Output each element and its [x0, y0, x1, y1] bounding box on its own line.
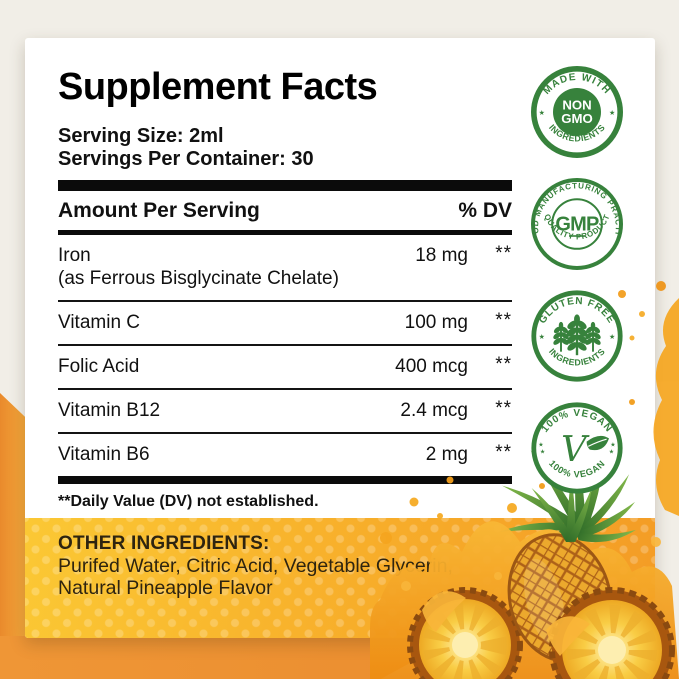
divider-medium — [58, 230, 512, 235]
nutrient-name: Vitamin C — [58, 312, 141, 333]
star-icon: ★ — [539, 332, 545, 341]
column-percent-dv: % DV — [458, 199, 512, 222]
nutrient-dv: ** — [495, 398, 512, 419]
nutrient-amount: 18 mg — [415, 245, 468, 266]
page-title: Supplement Facts — [58, 66, 378, 108]
table-header: Amount Per Serving % DV — [58, 191, 512, 230]
nutrient-row: Folic Acid 400 mcg ** — [58, 346, 512, 390]
facts-table: Supplement Facts Serving Size: 2ml Servi… — [58, 66, 512, 520]
nutrient-dv: ** — [495, 354, 512, 375]
star-icon: ★ — [609, 332, 615, 341]
serving-size: Serving Size: 2ml — [58, 125, 224, 147]
leaf-vein — [587, 438, 607, 447]
nutrient-detail: (as Ferrous Bisglycinate Chelate) — [58, 268, 339, 289]
vegan-v-glyph: V — [561, 429, 590, 470]
nutrient-dv: ** — [495, 310, 512, 331]
certification-badges: MADE WITH INGREDIENTS ★ ★ NON GMO GOOD M… — [529, 64, 625, 512]
badge-center-text: GMP — [555, 213, 599, 235]
star-icon: ★ — [609, 449, 614, 456]
badge-center-line2: GMO — [561, 111, 593, 126]
nutrient-amount: 400 mcg — [395, 356, 468, 377]
vegan-badge: 100% VEGAN 100% VEGAN ★ ★ ★ ★ V — [529, 400, 625, 496]
non-gmo-badge: MADE WITH INGREDIENTS ★ ★ NON GMO — [529, 64, 625, 160]
other-ingredients-label: OTHER INGREDIENTS: — [58, 533, 270, 554]
nutrient-amount: 100 mg — [404, 312, 468, 333]
nutrient-name: Vitamin B6 — [58, 444, 150, 465]
gluten-free-badge: GLUTEN FREE INGREDIENTS ★ ★ — [529, 288, 625, 384]
nutrient-row: Vitamin B6 2 mg ** — [58, 434, 512, 476]
nutrient-name: Iron — [58, 245, 91, 266]
column-amount-per-serving: Amount Per Serving — [58, 199, 260, 222]
servings-per-container: Servings Per Container: 30 — [58, 148, 314, 170]
leaf-icon — [586, 435, 609, 451]
star-icon: ★ — [540, 449, 545, 456]
wheat-icon — [553, 314, 601, 356]
divider-thick — [58, 180, 512, 191]
star-icon: ★ — [538, 441, 543, 448]
nutrient-name: Folic Acid — [58, 356, 140, 377]
star-icon: ★ — [539, 108, 545, 117]
badge-center-line1: NON — [562, 98, 591, 113]
gmp-badge: GOOD MANUFACTURING PRACTICE QUALITY PROD… — [529, 176, 625, 272]
divider-thick-bottom — [58, 476, 512, 484]
other-ingredients-line1: Purifed Water, Citric Acid, Vegetable Gl… — [58, 555, 453, 577]
nutrient-amount: 2.4 mcg — [400, 400, 468, 421]
dv-footnote: **Daily Value (DV) not established. — [58, 493, 319, 510]
nutrient-dv: ** — [495, 243, 512, 264]
nutrient-rows: Iron (as Ferrous Bisglycinate Chelate) 18… — [58, 235, 512, 476]
nutrient-dv: ** — [495, 442, 512, 463]
nutrient-row: Vitamin C 100 mg ** — [58, 302, 512, 346]
other-ingredients-panel: OTHER INGREDIENTS: Purifed Water, Citric… — [25, 518, 655, 638]
star-icon: ★ — [610, 441, 615, 448]
orange-bottom-band — [0, 636, 460, 679]
star-icon: ★ — [609, 108, 615, 117]
nutrient-amount: 2 mg — [425, 444, 468, 465]
nutrient-row: Vitamin B12 2.4 mcg ** — [58, 390, 512, 434]
orange-left-stripe — [0, 393, 27, 679]
nutrient-row: Iron (as Ferrous Bisglycinate Chelate) 18… — [58, 235, 512, 302]
nutrient-name: Vitamin B12 — [58, 400, 161, 421]
other-ingredients-line2: Natural Pineapple Flavor — [58, 577, 273, 599]
